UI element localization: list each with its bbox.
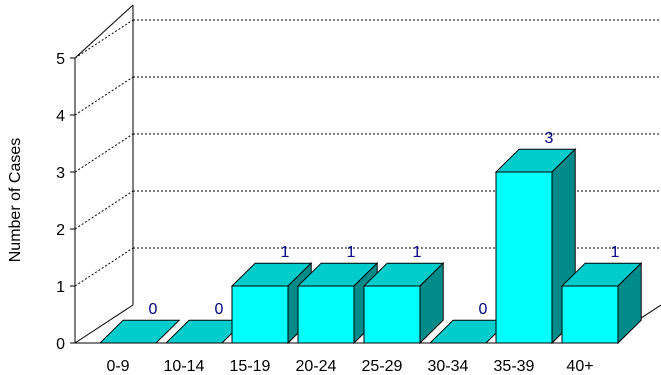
gridlines xyxy=(74,19,661,287)
data-label: 0 xyxy=(215,301,224,318)
x-tick-label: 20-24 xyxy=(296,358,337,375)
y-axis-ticks: 0 1 2 3 4 5 xyxy=(56,51,75,353)
data-label: 1 xyxy=(611,244,620,261)
x-tick-label: 40+ xyxy=(566,358,593,375)
data-label: 1 xyxy=(281,244,290,261)
bar-top-face xyxy=(98,319,181,344)
data-label: 1 xyxy=(413,244,422,261)
y-tick-label: 4 xyxy=(56,108,65,125)
bar xyxy=(98,319,181,344)
floor-left-edge xyxy=(74,304,134,344)
data-label: 0 xyxy=(479,301,488,318)
gridline xyxy=(74,133,134,173)
data-label: 0 xyxy=(149,301,158,318)
data-labels: 0 0 1 1 1 0 3 1 xyxy=(149,130,620,318)
y-tick-label: 0 xyxy=(56,336,65,353)
gridline xyxy=(74,247,134,287)
bar-front-face xyxy=(363,285,421,344)
bar xyxy=(296,262,379,345)
x-tick-label: 15-19 xyxy=(230,358,271,375)
data-label: 3 xyxy=(545,130,554,147)
x-tick-label: 25-29 xyxy=(362,358,403,375)
x-tick-label: 35-39 xyxy=(494,358,535,375)
bar-front-face xyxy=(561,285,619,344)
data-label: 1 xyxy=(347,244,356,261)
gridline xyxy=(74,76,134,116)
left-wall-top-edge xyxy=(74,4,134,59)
bar-front-face xyxy=(297,285,355,344)
x-tick-label: 0-9 xyxy=(106,358,129,375)
y-tick-label: 1 xyxy=(56,279,65,296)
x-tick-label: 10-14 xyxy=(164,358,205,375)
gridline xyxy=(74,190,134,230)
bar xyxy=(494,148,577,345)
bars xyxy=(98,148,643,345)
y-axis-label: Number of Cases xyxy=(7,138,24,263)
gridline xyxy=(74,19,134,59)
y-tick-label: 5 xyxy=(56,51,65,68)
x-tick-label: 30-34 xyxy=(428,358,469,375)
bar-front-face xyxy=(495,171,553,344)
y-tick-label: 3 xyxy=(56,165,65,182)
bar xyxy=(362,262,445,345)
bar xyxy=(560,262,643,345)
y-tick-label: 2 xyxy=(56,222,65,239)
bar-front-face xyxy=(231,285,289,344)
x-axis-ticks: 0-9 10-14 15-19 20-24 25-29 30-34 35-39 40+ xyxy=(106,358,593,375)
